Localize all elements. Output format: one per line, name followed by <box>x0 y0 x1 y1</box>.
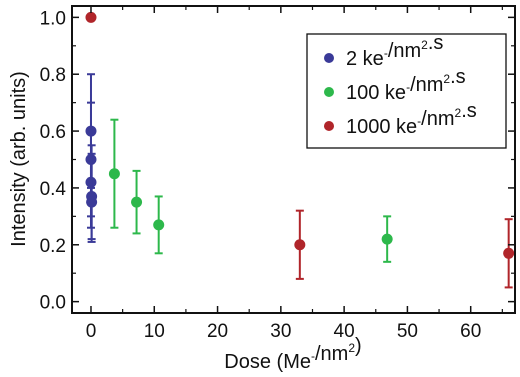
y-tick-label: 0.0 <box>40 293 66 314</box>
x-axis: 0 10 20 30 40 50 60 <box>86 6 503 342</box>
x-tick-label: 0 <box>86 321 97 342</box>
x-tick-label: 20 <box>207 321 228 342</box>
data-point <box>381 233 393 245</box>
series-group <box>85 11 515 289</box>
y-tick-label: 0.2 <box>40 236 66 257</box>
data-point <box>108 168 120 180</box>
x-tick-label: 60 <box>460 321 481 342</box>
y-tick-label: 0.4 <box>40 179 67 200</box>
legend-label: 2 ke-/nm2.s <box>346 32 443 70</box>
legend-marker <box>324 87 334 97</box>
y-tick-label: 1.0 <box>40 8 66 29</box>
y-axis: 0.0 0.2 0.4 0.6 0.8 1.0 <box>40 8 515 314</box>
legend-marker <box>324 53 334 63</box>
data-point <box>131 196 143 208</box>
legend-label: 100 ke-/nm2.s <box>346 66 466 104</box>
x-tick-label: 10 <box>144 321 165 342</box>
series-group <box>85 73 98 243</box>
legend-marker <box>324 121 334 131</box>
x-tick-label: 50 <box>397 321 418 342</box>
y-tick-label: 0.8 <box>40 65 66 86</box>
legend-label: 1000 ke-/nm2.s <box>346 100 477 138</box>
plot-area <box>85 11 515 289</box>
legend-box <box>306 33 507 149</box>
data-point <box>153 219 165 231</box>
x-tick-label: 30 <box>270 321 291 342</box>
data-point <box>86 196 98 208</box>
y-axis-label: Intensity (arb. units) <box>8 71 30 247</box>
data-point <box>294 239 306 251</box>
series-group <box>108 118 393 263</box>
x-axis-label: Dose (Me-/nm2) <box>224 335 361 373</box>
y-tick-label: 0.6 <box>40 122 66 143</box>
x-tick-label: 40 <box>334 321 355 342</box>
data-point <box>503 247 515 259</box>
data-point <box>85 11 97 23</box>
